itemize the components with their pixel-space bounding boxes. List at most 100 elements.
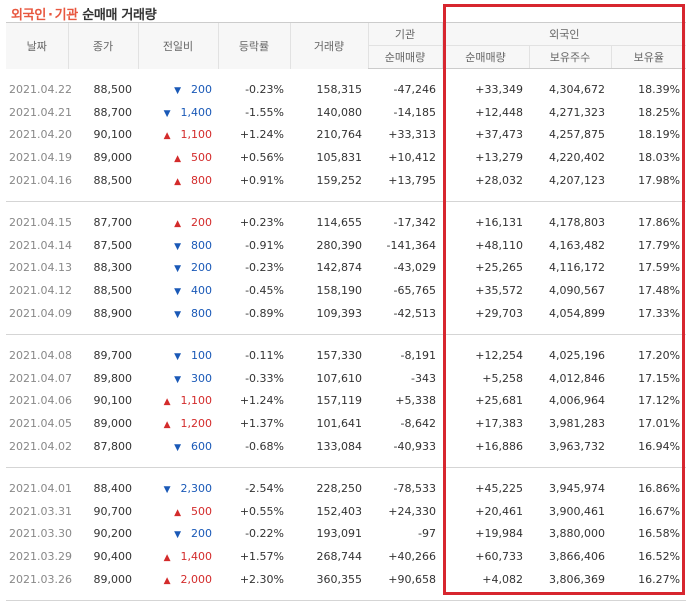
group-divider (6, 457, 687, 468)
change-value: 800 (191, 307, 212, 321)
table-row: 2021.03.31 90,700 ▲ 500 +0.55% 152,403 +24,330… (6, 500, 686, 523)
cell-institution-net: -97 (418, 527, 436, 541)
cell-volume: 140,080 (316, 105, 363, 119)
table-row: 2021.04.01 88,400 ▼ 2,300 -2.54% 228,250 -78,5… (6, 477, 686, 500)
cell-close: 88,500 (93, 284, 133, 298)
cell-foreign-ratio: 16.27% (638, 573, 681, 587)
cell-foreign-net: +48,110 (475, 238, 523, 252)
cell-foreign-ratio: 17.79% (638, 238, 681, 252)
cell-foreign-ratio: 17.98% (638, 174, 681, 188)
cell-foreign-holdings: 4,257,875 (549, 128, 605, 142)
cell-rate: -1.55% (245, 105, 284, 119)
cell-foreign-ratio: 17.59% (638, 261, 681, 275)
cell-institution-net: -8,642 (400, 417, 436, 431)
cell-institution-net: -141,364 (386, 238, 436, 252)
cell-rate: -0.23% (245, 82, 284, 96)
header-institution-group: 기관 (367, 22, 442, 46)
cell-change: ▲ 1,100 (138, 124, 218, 147)
cell-foreign-net: +16,131 (475, 215, 523, 229)
cell-date: 2021.04.05 (9, 417, 72, 431)
down-triangle-icon: ▼ (174, 374, 181, 385)
header-foreign-group: 외국인 (441, 22, 687, 46)
cell-rate: +1.24% (239, 128, 284, 142)
change-value: 200 (191, 215, 212, 229)
group-divider (6, 590, 687, 601)
cell-foreign-net: +35,572 (475, 284, 523, 298)
header-close: 종가 (67, 22, 138, 69)
up-triangle-icon: ▲ (163, 420, 171, 431)
cell-institution-net: -17,342 (393, 215, 436, 229)
cell-foreign-net: +25,681 (475, 394, 523, 408)
row-spacer (6, 467, 686, 477)
cell-change: ▼ 600 (138, 435, 218, 458)
cell-close: 90,100 (93, 394, 133, 408)
cell-foreign-holdings: 4,025,196 (549, 348, 605, 362)
cell-date: 2021.04.13 (9, 261, 72, 275)
cell-rate: +2.30% (239, 573, 284, 587)
cell-institution-net: +24,330 (388, 504, 436, 518)
row-spacer (6, 69, 686, 79)
cell-foreign-net: +28,032 (475, 174, 523, 188)
header-foreign-holdings: 보유주수 (528, 45, 611, 69)
cell-close: 87,800 (93, 440, 133, 454)
cell-foreign-ratio: 17.86% (638, 215, 681, 229)
down-triangle-icon: ▼ (174, 351, 181, 362)
down-triangle-icon: ▼ (174, 85, 181, 96)
cell-change: ▼ 2,300 (138, 477, 218, 500)
cell-rate: -0.22% (245, 527, 284, 541)
cell-change: ▲ 1,100 (138, 390, 218, 413)
change-value: 1,400 (180, 105, 213, 119)
cell-close: 87,700 (93, 215, 133, 229)
cell-rate: -0.45% (245, 284, 284, 298)
up-triangle-icon: ▲ (174, 218, 181, 229)
cell-foreign-holdings: 4,090,567 (549, 284, 605, 298)
table-row: 2021.04.02 87,800 ▼ 600 -0.68% 133,084 -40,933… (6, 435, 686, 458)
cell-rate: -0.23% (245, 261, 284, 275)
cell-date: 2021.04.14 (9, 238, 72, 252)
cell-foreign-holdings: 3,866,406 (549, 550, 605, 564)
cell-change: ▼ 800 (138, 302, 218, 325)
cell-foreign-ratio: 17.15% (638, 371, 681, 385)
header-foreign-ratio: 보유율 (610, 45, 687, 69)
cell-institution-net: -43,029 (393, 261, 436, 275)
table-row: 2021.04.19 89,000 ▲ 500 +0.56% 105,831 +10,412… (6, 146, 686, 169)
cell-foreign-holdings: 3,806,369 (549, 573, 605, 587)
header-rate: 등락률 (217, 22, 290, 69)
cell-foreign-net: +37,473 (475, 128, 523, 142)
cell-institution-net: -47,246 (393, 82, 436, 96)
cell-foreign-ratio: 16.58% (638, 527, 681, 541)
cell-institution-net: -65,765 (393, 284, 436, 298)
cell-change: ▼ 1,400 (138, 101, 218, 124)
header-change: 전일비 (137, 22, 218, 69)
cell-foreign-holdings: 4,012,846 (549, 371, 605, 385)
cell-institution-net: -42,513 (393, 307, 436, 321)
cell-foreign-net: +19,984 (475, 527, 523, 541)
cell-rate: -0.33% (245, 371, 284, 385)
change-value: 1,400 (180, 550, 213, 564)
cell-change: ▼ 800 (138, 234, 218, 257)
cell-volume: 142,874 (316, 261, 363, 275)
header-date: 날짜 (6, 22, 68, 69)
table-row: 2021.04.16 88,500 ▲ 800 +0.91% 159,252 +13,795… (6, 169, 686, 192)
change-value: 1,200 (180, 417, 213, 431)
cell-volume: 152,403 (316, 504, 363, 518)
change-value: 800 (191, 174, 212, 188)
cell-close: 89,000 (93, 573, 133, 587)
cell-date: 2021.04.16 (9, 174, 72, 188)
down-triangle-icon: ▼ (174, 310, 181, 321)
change-value: 200 (191, 82, 212, 96)
change-value: 600 (191, 440, 212, 454)
cell-rate: +0.23% (239, 215, 284, 229)
cell-rate: -0.11% (245, 348, 284, 362)
cell-close: 90,100 (93, 128, 133, 142)
cell-date: 2021.04.07 (9, 371, 72, 385)
cell-close: 88,500 (93, 174, 133, 188)
cell-rate: -0.91% (245, 238, 284, 252)
cell-foreign-holdings: 4,178,803 (549, 215, 605, 229)
cell-date: 2021.03.29 (9, 550, 72, 564)
cell-date: 2021.04.15 (9, 215, 72, 229)
cell-volume: 157,330 (316, 348, 363, 362)
cell-foreign-ratio: 17.01% (638, 417, 681, 431)
cell-foreign-net: +4,082 (482, 573, 523, 587)
cell-foreign-ratio: 18.03% (638, 151, 681, 165)
